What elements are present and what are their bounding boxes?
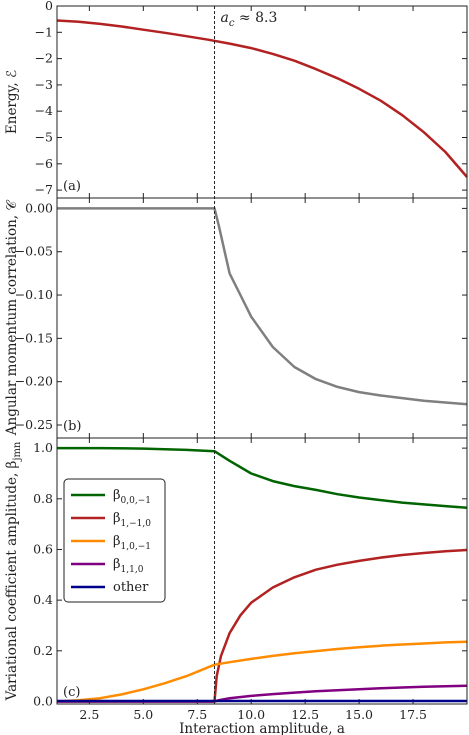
y-tick-label: −3 [35, 77, 53, 92]
y-tick-label: −6 [35, 156, 53, 171]
axes-frame [56, 5, 468, 199]
series-line [57, 684, 468, 703]
legend-label: other [113, 580, 149, 595]
x-axis-label: Interaction amplitude, a [179, 721, 345, 735]
y-tick-label: −2 [35, 51, 53, 66]
y-tick-label: −1 [35, 24, 53, 39]
series-line [56, 640, 468, 703]
panel-label: (b) [63, 419, 81, 434]
x-tick-label: 10.0 [237, 707, 265, 722]
y-axis-label: Variational coefficient amplitude, βjmn [4, 441, 23, 701]
x-tick-label: 2.5 [79, 707, 99, 722]
y-tick-label: 0.6 [33, 541, 53, 556]
y-tick-label: 0.00 [25, 200, 53, 215]
x-tick-label: 12.5 [291, 707, 319, 722]
panel-label: (a) [63, 179, 81, 194]
y-tick-label: −0.10 [15, 287, 53, 302]
y-tick-label: −7 [35, 182, 53, 197]
legend-box [63, 478, 166, 603]
axes-frame [56, 437, 468, 705]
x-tick-label: 15.0 [345, 707, 373, 722]
y-tick-label: −0.20 [15, 374, 53, 389]
panel-energy: 0 −1 −2 −3 −4 −5 −6 −7 (a) Energy, ℰ [4, 0, 468, 199]
series-line [57, 446, 468, 509]
series-line [57, 207, 468, 406]
y-tick-label: 0 [45, 0, 53, 13]
critical-amplitude-annotation: ac ≈ 8.3 [221, 10, 278, 29]
y-tick-label: −0.15 [15, 330, 53, 345]
y-tick-label: −0.25 [15, 417, 53, 432]
y-tick-label: −4 [35, 103, 53, 118]
y-tick-label: 1.0 [33, 440, 53, 455]
y-tick-label: 0.4 [33, 592, 53, 607]
x-tick-label: 17.5 [399, 707, 427, 722]
y-tick-label: 0.2 [33, 643, 53, 658]
panel-label: (c) [63, 685, 80, 700]
axes-frame [56, 197, 468, 439]
x-tick-label: 7.5 [187, 707, 207, 722]
y-tick-label: −5 [35, 130, 53, 145]
panel-angular-correlation: 0.00 −0.05 −0.10 −0.15 −0.20 −0.25 (b) Angular … [4, 197, 468, 439]
y-tick-label: −0.05 [15, 244, 53, 259]
y-axis-label: Angular momentum correlation, 𝒞 [4, 199, 20, 437]
y-tick-label: 0.8 [33, 491, 53, 506]
panel-variational-coefficients: 0.0 0.2 0.4 0.6 0.8 1.0 2.5 5.0 7.5 10.0 12.5 15.0 1… [4, 437, 468, 735]
series-line [56, 19, 468, 178]
y-axis-label: Energy, ℰ [4, 70, 20, 134]
y-tick-label: 0.0 [33, 693, 53, 708]
x-tick-label: 5.0 [133, 707, 153, 722]
